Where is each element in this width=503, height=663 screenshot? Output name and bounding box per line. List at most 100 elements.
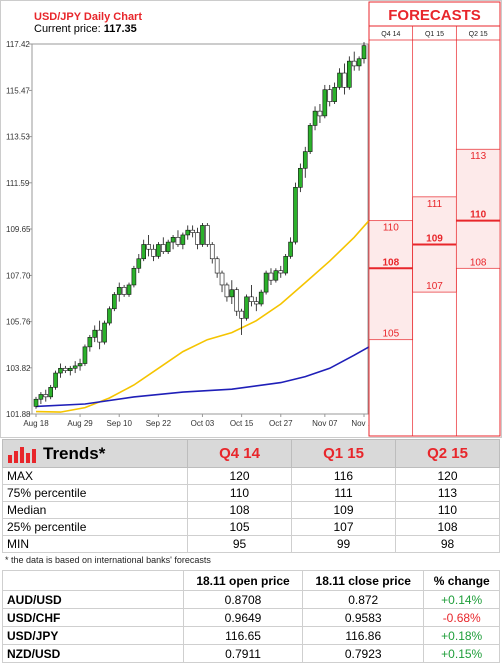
candle	[209, 242, 215, 264]
rates-open: 0.8708	[182, 590, 304, 609]
candle-body	[332, 87, 337, 102]
current-price-label: Current price:	[34, 23, 101, 35]
candle-body	[258, 291, 264, 305]
forecast-low-label: 105	[382, 329, 399, 340]
candle-body	[298, 167, 303, 188]
forecast-low-label: 107	[426, 281, 443, 292]
candle-body	[219, 272, 225, 286]
y-tick-label: 109.65	[6, 225, 31, 234]
trends-col-q2-15: Q2 15	[395, 439, 500, 468]
candle-body	[165, 241, 171, 252]
trends-cell: 110	[395, 501, 500, 519]
forecast-column-label: Q2 15	[469, 31, 488, 38]
candle	[283, 254, 288, 276]
candle-body	[312, 110, 318, 126]
candle	[342, 63, 347, 95]
x-tick-label: Nov 07	[312, 419, 338, 428]
candle	[219, 270, 225, 293]
rates-open: 0.7911	[182, 644, 304, 663]
plot-area: 117.42 115.47 113.53 111.59 109.65 107.70 105.…	[6, 40, 377, 428]
trends-row-max: MAX 120 116 120	[2, 467, 500, 485]
trends-cell: 105	[187, 518, 292, 536]
candle	[67, 365, 73, 376]
rates-header-change: % change	[423, 570, 500, 591]
candle	[268, 268, 274, 285]
candle	[77, 358, 83, 371]
trends-cell: 108	[187, 501, 292, 519]
candle-body	[131, 267, 137, 286]
candle-body	[53, 372, 58, 388]
trends-row-median: Median 108 109 110	[2, 501, 500, 519]
candle-body	[33, 398, 39, 407]
candle	[151, 244, 156, 262]
rates-header-close: 18.11 close price	[302, 570, 425, 591]
x-tick-label: Aug 18	[23, 419, 49, 428]
candle-body	[253, 301, 259, 305]
candle-body	[175, 237, 181, 245]
trends-cell: 113	[395, 484, 500, 502]
y-tick-label: 113.53	[6, 133, 30, 142]
y-tick-label: 115.47	[6, 86, 30, 95]
candle	[63, 365, 68, 374]
rates-row-nzd-usd: NZD/USD 0.7911 0.7923 +0.15%	[2, 644, 500, 663]
forecast-low-label: 108	[470, 257, 487, 268]
candle-body	[361, 45, 367, 60]
candle-body	[351, 60, 357, 67]
candle	[332, 82, 337, 104]
candle-body	[302, 151, 308, 169]
moving-average-line	[35, 346, 370, 408]
trends-title-cell: Trends*	[2, 439, 188, 468]
candle	[87, 334, 93, 352]
candle-body	[342, 72, 347, 88]
candle	[170, 234, 176, 250]
candle-body	[112, 294, 117, 310]
candle	[33, 396, 39, 409]
candle-body	[160, 244, 166, 252]
candle-body	[249, 296, 254, 302]
forecast-high-label: 110	[383, 223, 399, 234]
candle-body	[67, 367, 73, 371]
candle	[347, 56, 352, 90]
candle	[160, 237, 166, 254]
candle-body	[244, 296, 249, 319]
candle	[107, 306, 112, 326]
candle-body	[209, 244, 215, 260]
candle-body	[307, 125, 313, 152]
candle	[121, 284, 127, 297]
candle-body	[87, 337, 93, 348]
y-tick-label: 111.59	[6, 179, 30, 188]
candle-body	[239, 310, 244, 319]
candle-body	[322, 89, 328, 117]
bar-chart-icon	[8, 446, 36, 463]
trends-row-label: MIN	[2, 535, 188, 553]
candle	[361, 42, 367, 64]
rates-close: 0.7923	[302, 644, 425, 663]
trends-cell: 107	[291, 518, 396, 536]
candle-body	[180, 234, 186, 245]
y-tick-label: 105.76	[6, 318, 31, 327]
candle	[112, 292, 117, 312]
candle	[200, 223, 205, 247]
candle	[278, 265, 284, 278]
trends-row-min: MIN 95 99 98	[2, 535, 500, 553]
candle	[224, 282, 230, 302]
candle	[180, 232, 186, 250]
rates-row-usd-jpy: USD/JPY 116.65 116.86 +0.18%	[2, 626, 500, 645]
forecast-column-label: Q1 15	[425, 31, 444, 38]
candle	[234, 287, 240, 316]
rates-open: 0.9649	[182, 608, 304, 627]
trends-cell: 120	[187, 467, 292, 485]
x-tick-label: Oct 03	[191, 419, 215, 428]
candle	[298, 163, 303, 193]
candle	[185, 225, 191, 240]
rates-open: 116.65	[182, 626, 304, 645]
trends-cell: 120	[395, 467, 500, 485]
candle	[273, 268, 279, 283]
candle-body	[77, 363, 83, 367]
candle	[58, 363, 63, 378]
candle-body	[97, 329, 102, 343]
candle-body	[63, 367, 68, 371]
rates-close: 0.872	[302, 590, 425, 609]
candle	[146, 234, 151, 257]
candle-body	[92, 329, 98, 338]
